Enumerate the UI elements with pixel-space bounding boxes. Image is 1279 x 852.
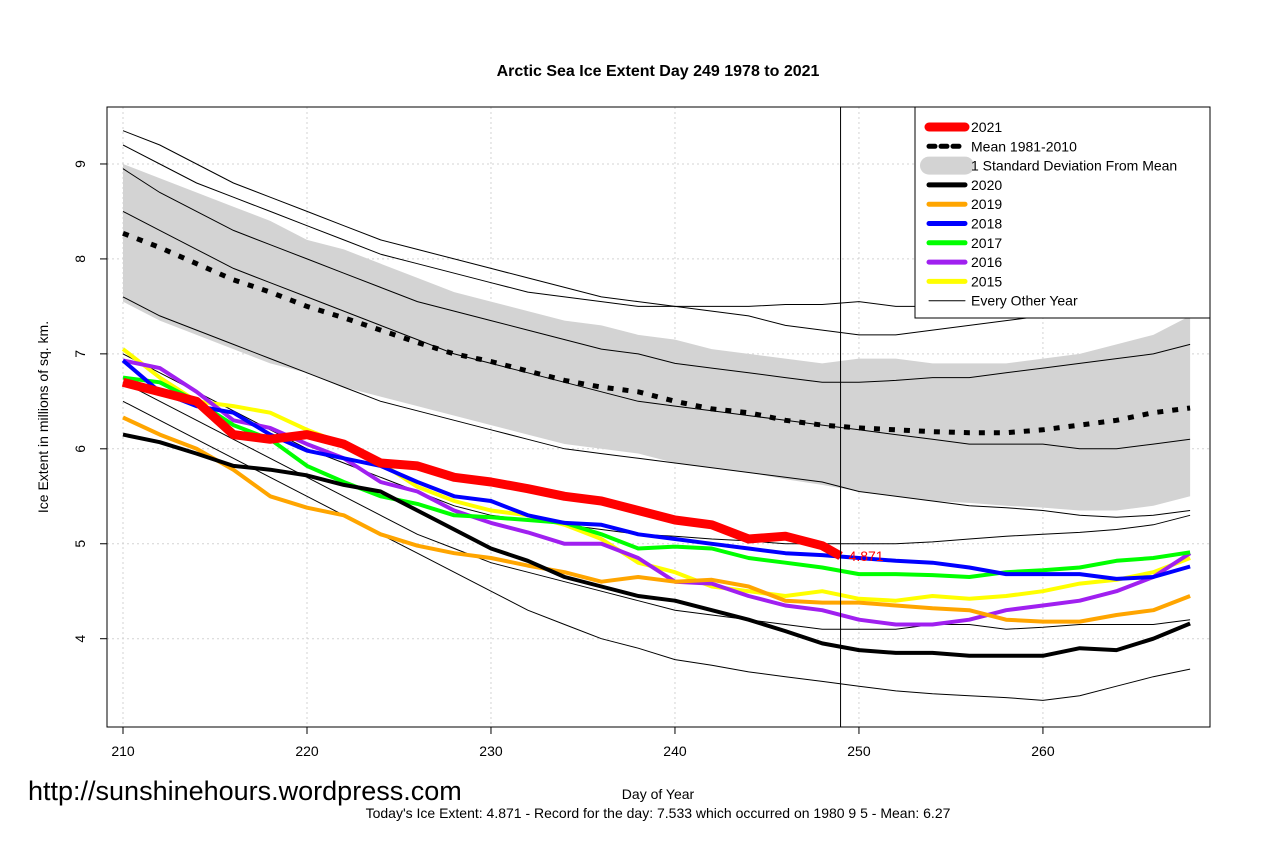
x-axis-label: Day of Year [622,786,695,802]
y-tick-label: 7 [72,350,88,358]
y-tick-label: 6 [72,445,88,453]
y-tick-label: 9 [72,160,88,168]
x-tick-label: 210 [111,743,135,759]
value-label: 4.871 [849,548,884,564]
x-tick-label: 220 [295,743,319,759]
year-line [122,375,1191,579]
legend-label: Every Other Year [971,293,1078,309]
other-year-line [122,296,1191,518]
chart-title: Arctic Sea Ice Extent Day 249 1978 to 20… [497,63,820,80]
legend-label: 2017 [971,235,1002,251]
plot-area [121,130,1192,701]
y-tick-label: 5 [72,540,88,548]
x-tick-label: 230 [479,743,503,759]
std-band [123,163,1191,511]
legend-label: 2019 [971,196,1002,212]
other-year-line [122,210,1191,450]
legend-label: 2021 [971,119,1002,135]
legend-label: 2016 [971,254,1002,270]
legend-label: 1 Standard Deviation From Mean [971,158,1177,174]
x-tick-label: 240 [663,743,687,759]
y-tick-label: 4 [72,635,88,643]
year-line [122,358,1192,627]
year-line [121,347,1191,603]
other-year-line [122,400,1191,701]
x-tick-label: 250 [847,743,871,759]
watermark: http://sunshinehours.wordpress.com [28,776,462,806]
y-tick-label: 8 [72,255,88,263]
footer-note: Today's Ice Extent: 4.871 - Record for t… [366,805,951,821]
highlight-line [121,377,843,560]
mean-line [122,230,1191,436]
year-line [122,432,1191,658]
y-axis-label: Ice Extent in millions of sq. km. [35,321,51,513]
year-line [121,358,1191,581]
other-year-line [122,130,1191,336]
legend-label: 2015 [971,273,1002,289]
legend-label: 2018 [971,216,1002,232]
legend-label: Mean 1981-2010 [971,138,1077,154]
other-year-line [122,168,1191,383]
year-line [122,415,1191,624]
plot-frame [106,106,1211,728]
x-tick-label: 260 [1031,743,1055,759]
legend-label: 2020 [971,177,1002,193]
